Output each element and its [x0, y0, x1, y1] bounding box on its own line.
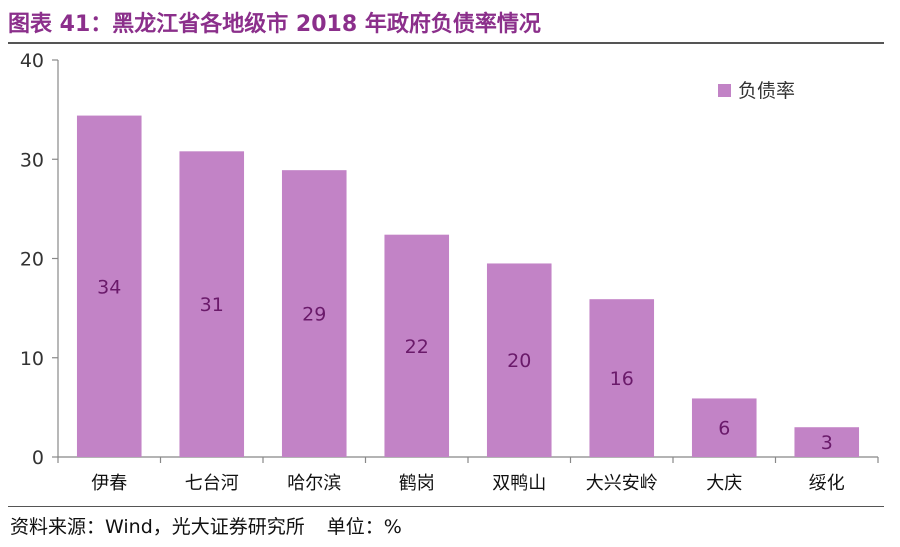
legend-swatch: [718, 84, 731, 97]
data-label: 6: [718, 418, 730, 440]
footer-divider: [8, 506, 884, 507]
y-tick-label: 30: [20, 149, 44, 171]
x-category-label: 七台河: [185, 473, 239, 494]
data-label: 29: [302, 304, 326, 326]
data-label: 20: [507, 350, 531, 372]
data-label: 3: [821, 432, 833, 454]
x-category-label: 双鸭山: [492, 473, 546, 494]
y-tick-label: 20: [20, 249, 44, 271]
bar-6: [589, 299, 655, 457]
data-label: 16: [610, 368, 634, 390]
legend-label: 负债率: [738, 80, 795, 102]
y-tick-label: 40: [20, 50, 44, 72]
chart-footer: 资料来源：Wind，光大证券研究所 单位：%: [10, 512, 402, 539]
chart-legend: 负债率: [718, 80, 795, 102]
bar-3: [281, 170, 347, 458]
x-category-label: 大兴安岭: [586, 473, 658, 494]
unit-note: 单位：%: [326, 516, 402, 538]
source-note: 资料来源：Wind，光大证券研究所: [10, 516, 305, 538]
chart-bars: [76, 115, 860, 458]
x-category-label: 哈尔滨: [287, 473, 341, 494]
bar-5: [486, 263, 552, 457]
bar-8: [794, 427, 860, 457]
x-category-label: 鹤岗: [399, 473, 435, 494]
x-category-label: 绥化: [809, 473, 845, 494]
bar-4: [384, 234, 450, 457]
x-category-label: 伊春: [91, 473, 127, 494]
chart-title: 图表 41：黑龙江省各地级市 2018 年政府负债率情况: [8, 12, 541, 37]
bar-2: [179, 151, 245, 457]
data-label: 22: [405, 336, 429, 358]
y-tick-label: 10: [20, 348, 44, 370]
title-divider: [8, 42, 884, 44]
x-category-label: 大庆: [706, 473, 742, 494]
bar-7: [691, 398, 757, 457]
bar-1: [76, 115, 142, 457]
data-label: 34: [97, 276, 121, 298]
data-label: 31: [200, 294, 224, 316]
y-tick-label: 0: [32, 447, 44, 469]
chart-labels: 0 10 20 30 40 34 伊春 31 七台河 29 哈尔滨 22 鹤岗 20 双鸭山 16 大兴安岭 6 大…: [20, 50, 845, 494]
